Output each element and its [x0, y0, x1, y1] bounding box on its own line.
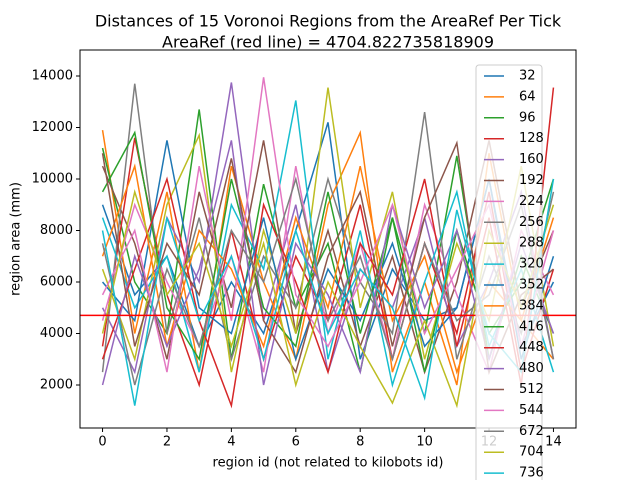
legend-box: [475, 64, 543, 480]
legend-label: 736: [519, 466, 544, 480]
y-tick-label: 12000: [32, 120, 73, 135]
y-tick-label: 14000: [32, 69, 73, 84]
x-tick-label: 10: [416, 435, 433, 450]
y-tick-label: 2000: [40, 377, 73, 392]
legend-label: 160: [519, 152, 544, 167]
legend-label: 512: [519, 382, 544, 397]
chart-subtitle: AreaRef (red line) = 4704.822735818909: [162, 33, 494, 52]
x-tick-label: 8: [356, 435, 364, 450]
x-tick-label: 0: [98, 435, 106, 450]
y-tick-label: 4000: [40, 326, 73, 341]
y-tick-label: 10000: [32, 172, 73, 187]
x-tick-label: 2: [163, 435, 171, 450]
legend-label: 352: [519, 278, 544, 293]
legend-label: 544: [519, 403, 544, 418]
legend-label: 480: [519, 361, 544, 376]
legend-label: 96: [519, 110, 536, 125]
legend-label: 192: [519, 173, 544, 188]
x-tick-label: 4: [227, 435, 235, 450]
x-tick-label: 14: [545, 435, 562, 450]
chart-title: Distances of 15 Voronoi Regions from the…: [95, 12, 562, 31]
y-tick-label: 6000: [40, 275, 73, 290]
x-tick-label: 6: [292, 435, 300, 450]
legend-label: 256: [519, 215, 544, 230]
legend-label: 384: [519, 298, 544, 313]
axes-frame: [79, 49, 577, 429]
legend-label: 448: [519, 340, 544, 355]
legend-label: 32: [519, 69, 536, 84]
legend-label: 416: [519, 319, 544, 334]
legend: 32 64 96 128 160 192 224 256 288 320 352 384 416 448 4…: [475, 64, 544, 480]
legend-label: 672: [519, 424, 544, 439]
legend-label: 128: [519, 131, 544, 146]
legend-label: 320: [519, 257, 544, 272]
y-tick-label: 8000: [40, 223, 73, 238]
legend-label: 64: [519, 89, 536, 104]
x-axis-label: region id (not related to kilobots id): [213, 456, 444, 471]
y-axis-label: region area (mm): [9, 182, 24, 296]
legend-label: 288: [519, 236, 544, 251]
legend-label: 704: [519, 445, 544, 460]
legend-label: 224: [519, 194, 544, 209]
